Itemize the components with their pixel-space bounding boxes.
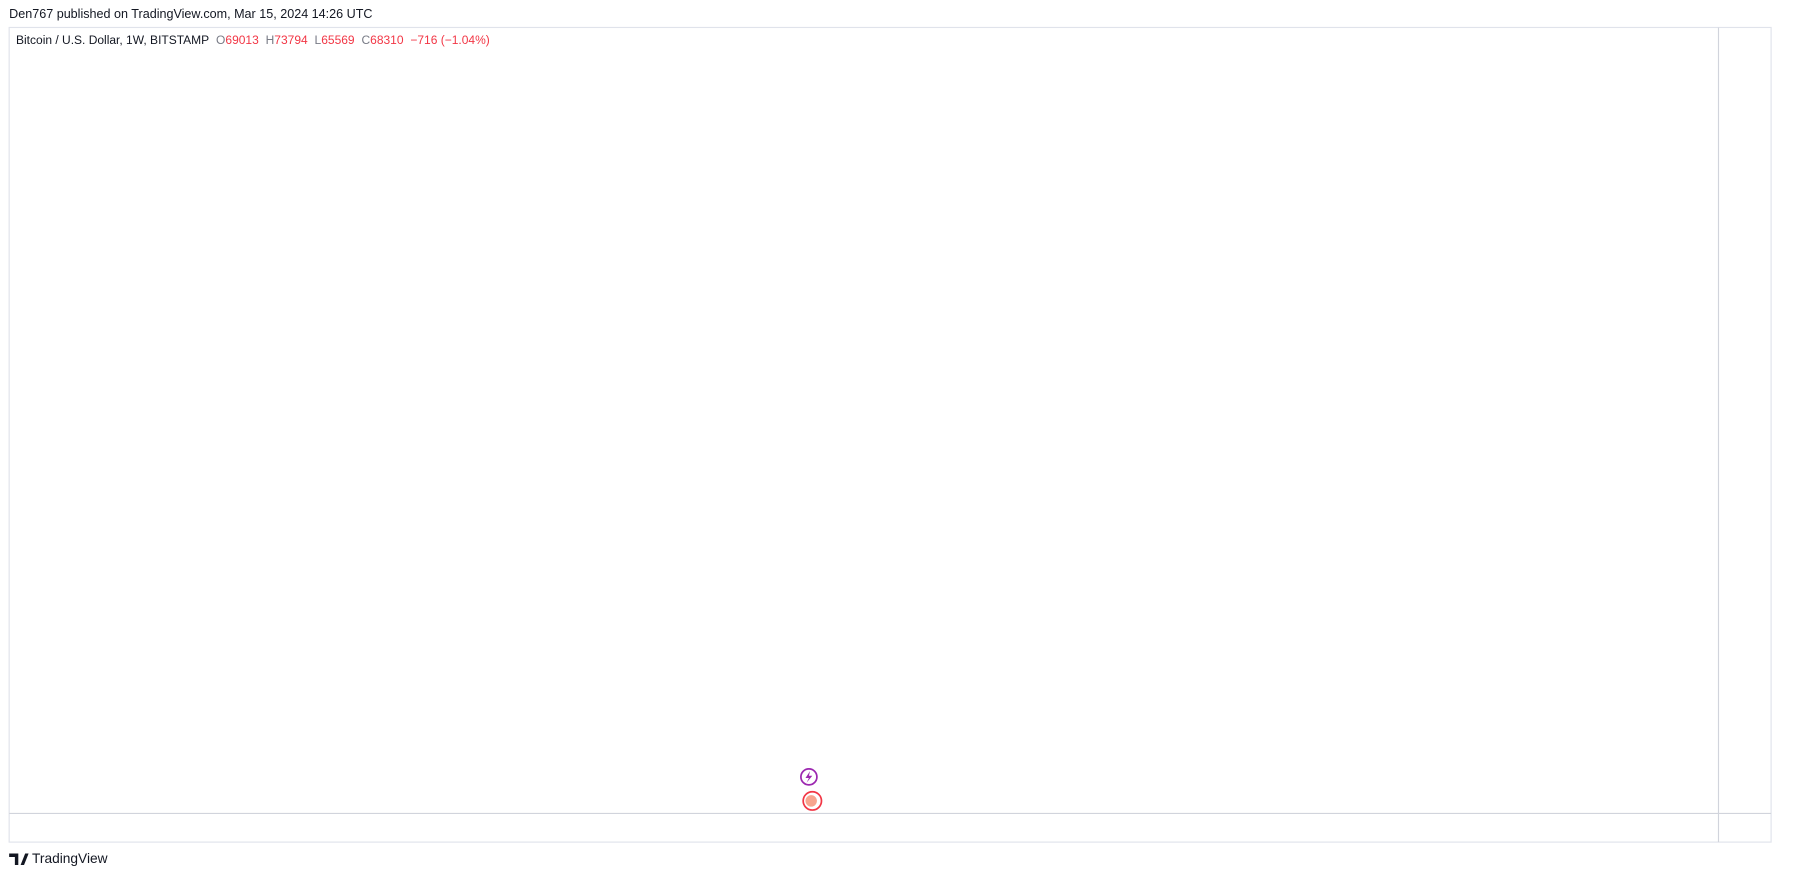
brand-logo	[9, 853, 29, 865]
symbol: Bitcoin / U.S. Dollar, 1W, BITSTAMP	[16, 33, 209, 47]
footer: TradingView	[9, 851, 108, 866]
h-value: 73794	[274, 33, 308, 47]
event-icons	[800, 768, 823, 811]
legend: Bitcoin / U.S. Dollar, 1W, BITSTAMP O6901…	[16, 33, 490, 47]
lightning-glyph	[805, 771, 813, 783]
c-value: 68310	[370, 33, 404, 47]
c-label: C	[361, 33, 370, 47]
l-value: 65569	[321, 33, 355, 47]
o-label: O	[216, 33, 225, 47]
change: −716 (−1.04%)	[410, 33, 489, 47]
l-label: L	[315, 33, 322, 47]
o-value: 69013	[225, 33, 259, 47]
chart-frame	[8, 26, 1772, 843]
publish-info: Den767 published on TradingView.com, Mar…	[9, 7, 372, 21]
flag-glyph	[805, 795, 817, 807]
h-label: H	[266, 33, 275, 47]
brand: TradingView	[32, 851, 108, 866]
